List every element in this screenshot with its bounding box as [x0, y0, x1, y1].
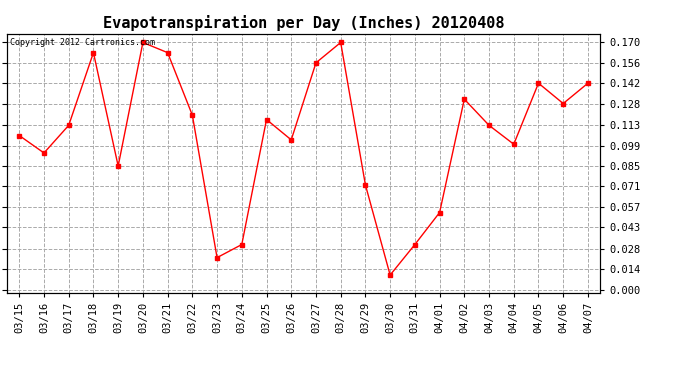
Title: Evapotranspiration per Day (Inches) 20120408: Evapotranspiration per Day (Inches) 2012… — [103, 15, 504, 31]
Text: Copyright 2012 Cartronics.com: Copyright 2012 Cartronics.com — [10, 38, 155, 46]
